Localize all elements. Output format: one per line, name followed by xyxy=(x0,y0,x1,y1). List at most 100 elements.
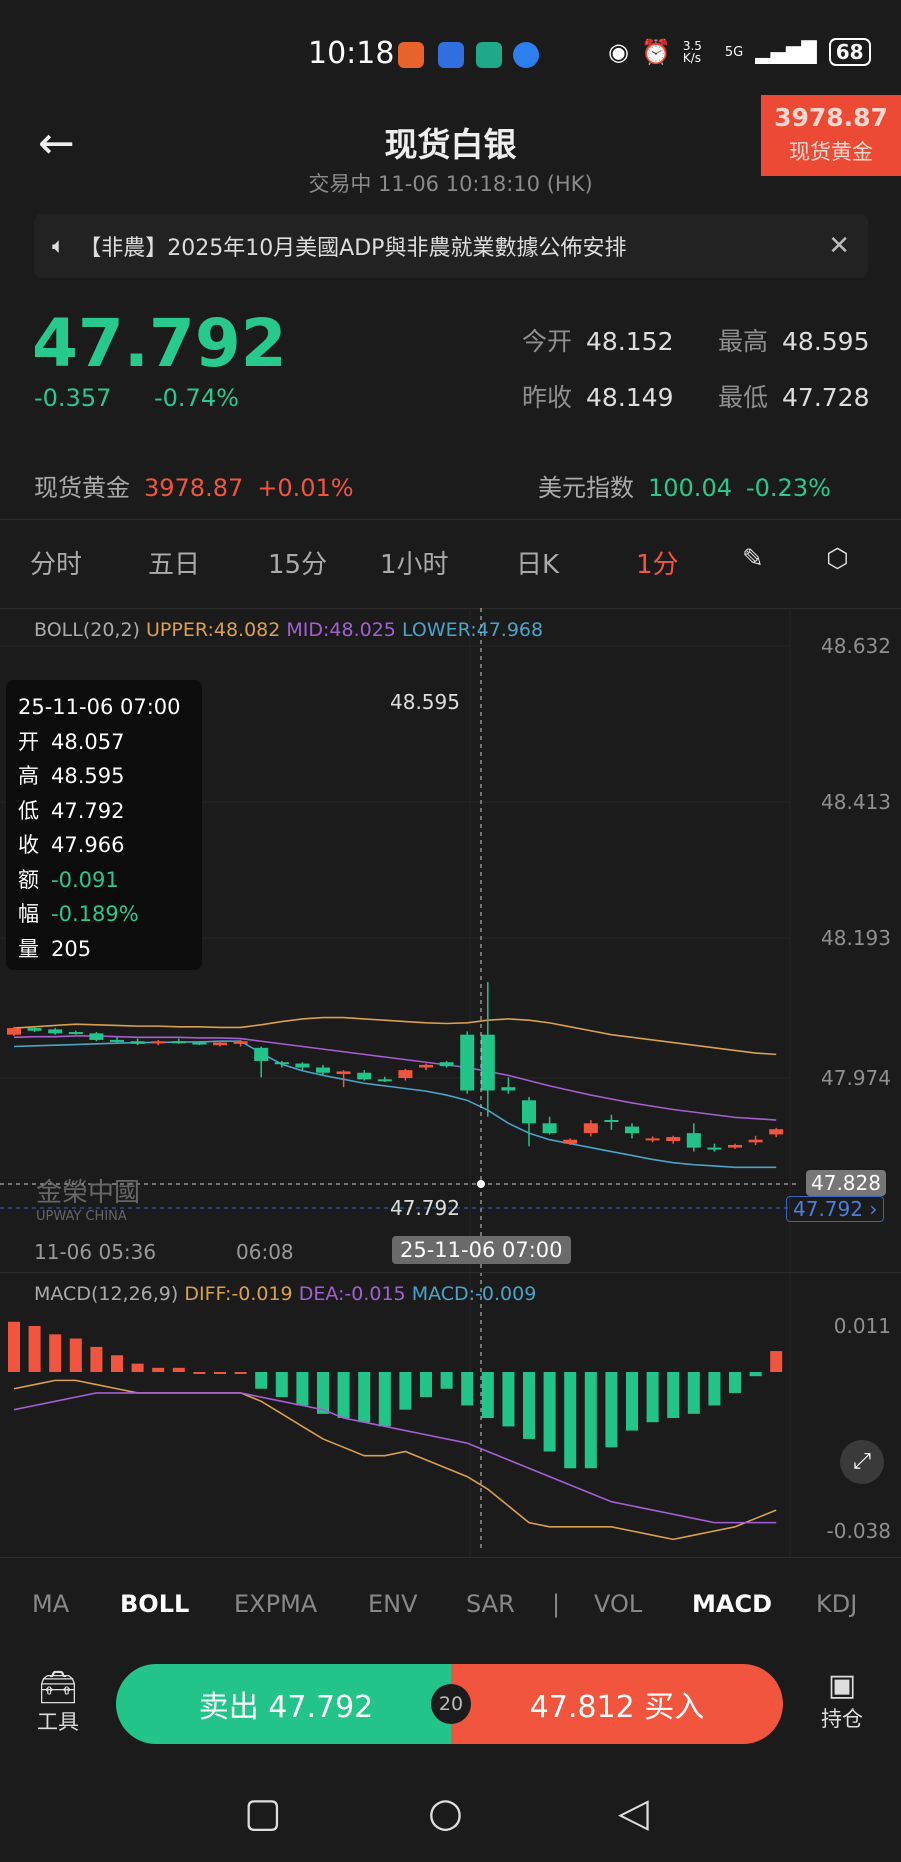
tab-1hour[interactable]: 1小时 xyxy=(380,550,449,580)
notice-bar[interactable]: 🔈︎ 【非農】2025年10月美國ADP與非農就業數據公佈安排 ✕ xyxy=(34,214,868,278)
candle-body xyxy=(7,1028,21,1035)
candle-body xyxy=(460,1034,475,1091)
positions-icon: ▣ xyxy=(827,1668,857,1703)
gold-badge-value: 3978.87 xyxy=(774,103,888,132)
macd-bar xyxy=(172,1367,185,1372)
indicator-expma[interactable]: EXPMA xyxy=(234,1590,318,1618)
indicator-macd[interactable]: MACD xyxy=(692,1590,772,1618)
indicator-boll[interactable]: BOLL xyxy=(120,1590,190,1618)
macd-bar xyxy=(337,1372,350,1419)
macd-bar xyxy=(49,1334,62,1372)
macd-bar xyxy=(749,1372,762,1377)
candle-body xyxy=(645,1138,660,1141)
candle-body xyxy=(192,1042,207,1045)
candlestick-chart[interactable] xyxy=(0,608,901,1558)
stat-low: 最低 47.728 xyxy=(718,383,870,412)
tab-daily[interactable]: 日K xyxy=(516,550,560,580)
app-notification-icon xyxy=(438,42,464,68)
crosshair-time-tag: 25-11-06 07:00 xyxy=(392,1236,571,1264)
stat-high: 最高 48.595 xyxy=(718,327,870,356)
candle-body xyxy=(686,1133,701,1148)
candle-body xyxy=(151,1041,166,1044)
divider xyxy=(0,1272,901,1273)
candle-body xyxy=(480,1034,495,1091)
x-tick: 06:08 xyxy=(236,1240,294,1264)
macd-bar xyxy=(605,1372,618,1448)
y-tick: 48.193 xyxy=(821,926,891,950)
indicator-env[interactable]: ENV xyxy=(368,1590,418,1618)
candle-body xyxy=(336,1071,351,1075)
status-time: 10:18 xyxy=(308,36,395,71)
gold-badge-label: 现货黄金 xyxy=(789,140,873,164)
boll-upper-line xyxy=(13,1016,777,1056)
macd-bar xyxy=(275,1372,288,1398)
notice-text[interactable]: 【非農】2025年10月美國ADP與非農就業數據公佈安排 xyxy=(79,236,627,261)
fullscreen-icon[interactable]: ⤢ xyxy=(840,1440,884,1484)
boll-mid-line xyxy=(13,1035,777,1121)
app-notification-icon xyxy=(513,42,539,68)
price-change-pct: -0.74% xyxy=(154,384,239,412)
macd-bar xyxy=(584,1372,597,1469)
indicator-ma[interactable]: MA xyxy=(32,1590,70,1618)
tab-15min[interactable]: 15分 xyxy=(268,550,328,580)
indicator-vol[interactable]: VOL xyxy=(594,1590,643,1618)
divider xyxy=(0,519,901,520)
eye-icon: ◉ xyxy=(608,38,629,66)
x-tick: 11-06 05:36 xyxy=(34,1240,157,1264)
sell-button[interactable]: 卖出 47.792 xyxy=(116,1664,456,1744)
candle-body xyxy=(748,1139,763,1143)
divider xyxy=(0,1557,901,1558)
current-price: 47.792 xyxy=(32,305,287,382)
y-tick: 48.632 xyxy=(821,634,891,658)
last-price-tag[interactable]: 47.792 › xyxy=(786,1196,885,1222)
macd-bar xyxy=(729,1372,741,1393)
toolbox-icon: 🧰︎ xyxy=(37,1668,79,1706)
macd-bar xyxy=(523,1372,535,1439)
boll-lower-line xyxy=(13,1040,777,1169)
tab-timeshare[interactable]: 分时 xyxy=(30,550,83,580)
candle-body xyxy=(68,1032,83,1035)
battery: 68 xyxy=(828,38,871,66)
candle-body xyxy=(604,1120,619,1123)
macd-bar xyxy=(317,1372,329,1414)
candle-body xyxy=(666,1137,681,1142)
macd-y-tick: -0.038 xyxy=(826,1519,891,1543)
related-usd-index[interactable]: 美元指数 100.04 -0.23% xyxy=(538,474,831,502)
tab-1min[interactable]: 1分 xyxy=(636,550,679,580)
buy-button[interactable]: 47.812 买入 xyxy=(451,1664,783,1744)
indicator-sar[interactable]: SAR xyxy=(466,1590,515,1618)
close-icon[interactable]: ✕ xyxy=(828,231,850,261)
candle-body xyxy=(439,1062,454,1067)
tools-button[interactable]: 🧰︎ 工具 xyxy=(28,1668,88,1736)
home-button[interactable]: ○ xyxy=(428,1790,463,1836)
system-icons: ◉ ⏰ 3.5 K/s 5G ▂▄▆█ 68 xyxy=(608,38,871,66)
candle-body xyxy=(274,1062,289,1065)
macd-bar xyxy=(111,1355,123,1372)
macd-bar xyxy=(28,1325,41,1372)
candle-body xyxy=(213,1042,227,1046)
indicator-kdj[interactable]: KDJ xyxy=(816,1590,858,1618)
gold-quote-badge[interactable]: 3978.87 现货黄金 xyxy=(761,95,901,176)
back-button[interactable]: ◁ xyxy=(618,1790,649,1836)
tab-5day[interactable]: 五日 xyxy=(148,550,201,580)
candle-tooltip: 25-11-06 07:00 开 48.057 高 48.595 低 47.792 收… xyxy=(6,680,202,970)
related-gold[interactable]: 现货黄金 3978.87 +0.01% xyxy=(34,474,354,502)
candle-body xyxy=(501,1087,516,1091)
recents-button[interactable]: ▢ xyxy=(244,1790,282,1836)
macd-legend: MACD(12,26,9) DIFF:-0.019 DEA:-0.015 MAC… xyxy=(34,1283,537,1305)
settings-hexagon-icon[interactable]: ⬡ xyxy=(826,544,849,574)
macd-bar xyxy=(687,1372,700,1414)
back-arrow-icon[interactable]: ← xyxy=(38,118,75,169)
candle-body xyxy=(295,1063,310,1068)
stat-open: 今开 48.152 xyxy=(522,327,674,356)
draw-pencil-icon[interactable]: ✎ xyxy=(742,544,764,574)
candle-body xyxy=(27,1028,42,1031)
indicator-separator: | xyxy=(552,1590,561,1618)
macd-bar xyxy=(564,1372,577,1469)
app-notification-icon xyxy=(398,42,424,68)
macd-bar xyxy=(131,1363,144,1372)
macd-bar xyxy=(152,1367,165,1372)
positions-button[interactable]: ▣ 持仓 xyxy=(812,1668,872,1733)
candle-body xyxy=(254,1047,269,1061)
low-marker: 47.792 xyxy=(390,1196,460,1220)
